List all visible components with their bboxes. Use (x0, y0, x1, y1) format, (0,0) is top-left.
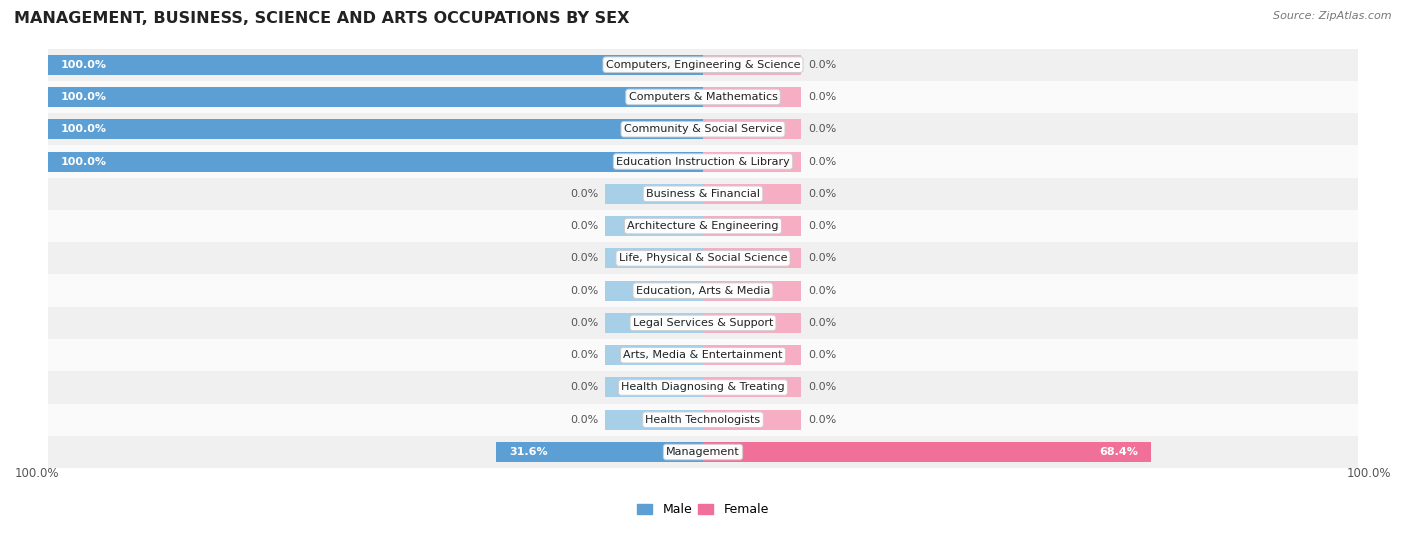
Text: Health Technologists: Health Technologists (645, 415, 761, 425)
Bar (703, 87, 801, 107)
Bar (48, 436, 1358, 468)
Text: Legal Services & Support: Legal Services & Support (633, 318, 773, 328)
Bar (703, 216, 801, 236)
Bar (48, 210, 1358, 242)
Text: Business & Financial: Business & Financial (645, 189, 761, 199)
Text: Computers, Engineering & Science: Computers, Engineering & Science (606, 60, 800, 70)
Bar (605, 410, 703, 430)
Bar (605, 377, 703, 397)
Text: Education Instruction & Library: Education Instruction & Library (616, 157, 790, 167)
Text: 0.0%: 0.0% (808, 124, 837, 134)
Text: Community & Social Service: Community & Social Service (624, 124, 782, 134)
Text: 0.0%: 0.0% (569, 382, 598, 392)
Bar (48, 178, 1358, 210)
Text: 0.0%: 0.0% (808, 60, 837, 70)
Bar (605, 313, 703, 333)
Bar (703, 184, 801, 204)
Bar (48, 371, 1358, 404)
Bar (48, 81, 1358, 113)
Bar (48, 119, 703, 139)
Text: 0.0%: 0.0% (808, 189, 837, 199)
Bar (48, 339, 1358, 371)
Bar (48, 151, 703, 172)
Bar (703, 410, 801, 430)
Bar (605, 216, 703, 236)
Bar (48, 145, 1358, 178)
Text: 68.4%: 68.4% (1099, 447, 1137, 457)
Bar (703, 119, 801, 139)
Text: 0.0%: 0.0% (569, 253, 598, 263)
Text: 0.0%: 0.0% (808, 382, 837, 392)
Bar (703, 442, 1152, 462)
Bar (703, 55, 801, 75)
Text: Source: ZipAtlas.com: Source: ZipAtlas.com (1274, 11, 1392, 21)
Bar (703, 151, 801, 172)
Bar (48, 55, 703, 75)
Text: 100.0%: 100.0% (15, 467, 59, 480)
Bar (48, 404, 1358, 436)
Text: Health Diagnosing & Treating: Health Diagnosing & Treating (621, 382, 785, 392)
Text: Arts, Media & Entertainment: Arts, Media & Entertainment (623, 350, 783, 360)
Text: 100.0%: 100.0% (1347, 467, 1391, 480)
Text: 0.0%: 0.0% (808, 415, 837, 425)
Text: Education, Arts & Media: Education, Arts & Media (636, 286, 770, 296)
Legend: Male, Female: Male, Female (633, 498, 773, 522)
Bar (496, 442, 703, 462)
Bar (703, 281, 801, 301)
Text: 0.0%: 0.0% (808, 157, 837, 167)
Text: MANAGEMENT, BUSINESS, SCIENCE AND ARTS OCCUPATIONS BY SEX: MANAGEMENT, BUSINESS, SCIENCE AND ARTS O… (14, 11, 630, 26)
Text: Architecture & Engineering: Architecture & Engineering (627, 221, 779, 231)
Text: 0.0%: 0.0% (808, 350, 837, 360)
Text: 0.0%: 0.0% (808, 221, 837, 231)
Text: 0.0%: 0.0% (808, 318, 837, 328)
Bar (605, 281, 703, 301)
Bar (48, 49, 1358, 81)
Text: 0.0%: 0.0% (569, 415, 598, 425)
Text: Management: Management (666, 447, 740, 457)
Bar (605, 184, 703, 204)
Text: Life, Physical & Social Science: Life, Physical & Social Science (619, 253, 787, 263)
Bar (48, 87, 703, 107)
Bar (605, 248, 703, 268)
Bar (703, 345, 801, 365)
Bar (703, 377, 801, 397)
Text: Computers & Mathematics: Computers & Mathematics (628, 92, 778, 102)
Bar (605, 345, 703, 365)
Text: 0.0%: 0.0% (569, 318, 598, 328)
Text: 0.0%: 0.0% (808, 92, 837, 102)
Bar (703, 313, 801, 333)
Bar (48, 113, 1358, 145)
Text: 0.0%: 0.0% (569, 221, 598, 231)
Text: 0.0%: 0.0% (569, 286, 598, 296)
Bar (48, 274, 1358, 307)
Text: 100.0%: 100.0% (60, 157, 107, 167)
Bar (48, 307, 1358, 339)
Bar (48, 242, 1358, 274)
Bar (703, 248, 801, 268)
Text: 100.0%: 100.0% (60, 124, 107, 134)
Text: 100.0%: 100.0% (60, 60, 107, 70)
Text: 0.0%: 0.0% (569, 189, 598, 199)
Text: 0.0%: 0.0% (808, 253, 837, 263)
Text: 31.6%: 31.6% (509, 447, 548, 457)
Text: 0.0%: 0.0% (569, 350, 598, 360)
Text: 100.0%: 100.0% (60, 92, 107, 102)
Text: 0.0%: 0.0% (808, 286, 837, 296)
